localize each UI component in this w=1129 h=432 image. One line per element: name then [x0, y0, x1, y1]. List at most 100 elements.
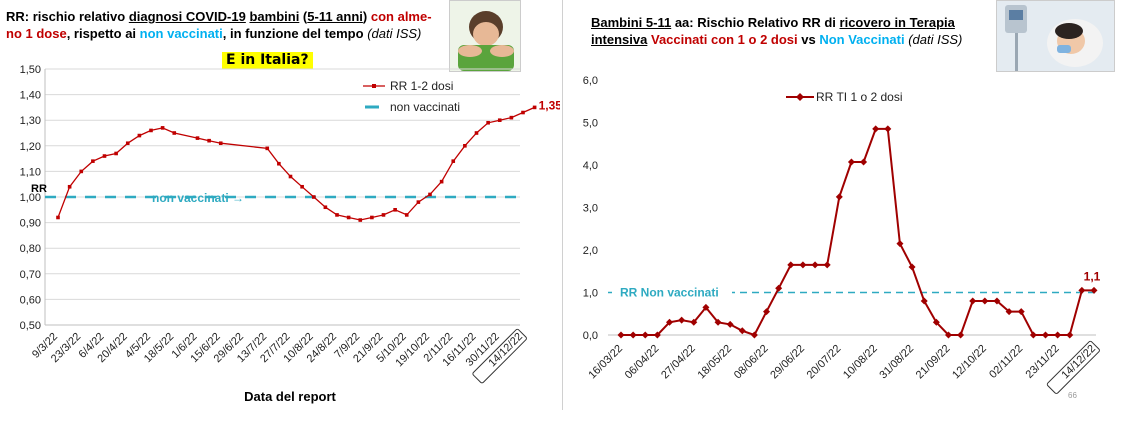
data-point [370, 215, 374, 220]
x-tick-label: 16/03/22 [586, 343, 625, 382]
data-point [114, 151, 118, 156]
data-point [137, 133, 142, 138]
y-tick-label: 0,90 [20, 218, 41, 230]
last-value-label: 1,1 [1084, 269, 1101, 283]
data-point [265, 146, 270, 151]
left-title-part: diagnosi COVID-19 [128, 9, 246, 24]
data-point [311, 195, 316, 199]
data-point [346, 215, 351, 220]
y-tick-label: 0,50 [20, 320, 41, 332]
left-title-part: ( [299, 9, 308, 24]
data-point [1041, 331, 1049, 339]
right-title-part: aa: Rischio Relativo RR di [671, 15, 840, 30]
left-title-part: 5-11 anni [307, 9, 363, 24]
rr-label: RR [31, 183, 47, 195]
y-tick-label: 1,10 [20, 166, 41, 178]
data-point [884, 125, 892, 133]
data-point [1090, 286, 1098, 294]
data-point [486, 120, 490, 125]
reference-label: RR Non vaccinati [620, 286, 719, 300]
reference-label-bg [612, 283, 732, 300]
data-point [617, 331, 625, 339]
legend-series-label: RR TI 1 o 2 dosi [816, 90, 902, 104]
data-point [207, 138, 211, 143]
last-tick-box [472, 328, 527, 384]
data-point [763, 308, 771, 316]
left-chart-title: RR: rischio relativo diagnosi COVID-19 b… [6, 8, 456, 42]
data-point [218, 141, 223, 146]
data-point [629, 331, 637, 339]
data-point [847, 158, 855, 166]
data-point [358, 218, 363, 222]
data-point [149, 128, 153, 133]
x-tick-label: 08/06/22 [732, 343, 771, 382]
data-point [787, 261, 795, 269]
data-point [908, 263, 916, 271]
data-point [172, 131, 177, 135]
data-point [896, 240, 904, 248]
x-tick-label: 20/07/22 [805, 343, 844, 382]
data-point [811, 261, 819, 269]
data-point [969, 297, 977, 305]
right-title-part: Bambini 5-11 [591, 15, 672, 30]
y-tick-label: 5,0 [583, 118, 598, 130]
y-tick-label: 4,0 [583, 160, 598, 172]
data-point [102, 154, 107, 158]
data-point [56, 215, 60, 220]
legend-ref-label: non vaccinati [390, 100, 460, 114]
data-point [738, 327, 746, 335]
left-title-part: non vaccinati [139, 26, 223, 41]
data-point [125, 141, 130, 146]
y-tick-label: 1,40 [20, 90, 41, 102]
series-line [621, 127, 1094, 337]
data-point [702, 303, 710, 311]
data-point [288, 174, 293, 179]
x-tick-label: 06/04/22 [623, 343, 662, 382]
data-point [666, 318, 674, 326]
hospital-photo [996, 0, 1115, 72]
x-tick-label: 02/11/22 [987, 343, 1025, 381]
page-number: 66 [1068, 391, 1077, 400]
reference-label: non vaccinati → [152, 191, 244, 205]
x-tick-label: 12/10/22 [950, 343, 989, 382]
data-point [932, 318, 940, 326]
data-point [323, 205, 328, 210]
y-tick-label: 0,0 [583, 330, 598, 342]
data-point [835, 193, 843, 201]
legend-series-marker [796, 93, 804, 101]
x-tick-label: 29/06/22 [768, 343, 807, 382]
data-point [1066, 331, 1074, 339]
data-point [451, 159, 456, 163]
data-point [439, 179, 444, 184]
left-title-part: (dati ISS) [367, 26, 422, 41]
data-point [428, 192, 432, 197]
right-title-part: (dati ISS) [904, 32, 963, 47]
y-tick-label: 2,0 [583, 245, 598, 257]
y-tick-label: 3,0 [583, 203, 598, 215]
left-title-part: , in funzione del tempo [222, 26, 368, 41]
data-point [416, 200, 421, 204]
data-point [91, 159, 95, 163]
data-point [993, 297, 1001, 305]
y-tick-label: 1,30 [20, 115, 41, 127]
x-tick-label: 18/05/22 [696, 343, 735, 382]
legend-series-marker [372, 84, 376, 88]
data-point [981, 297, 989, 305]
data-point [521, 110, 525, 115]
last-tick-box [1046, 340, 1100, 394]
data-point [823, 261, 831, 269]
y-tick-label: 1,50 [20, 64, 41, 76]
data-point [335, 213, 339, 217]
left-title-part: ) [362, 9, 371, 24]
x-tick-label: 21/09/22 [914, 343, 953, 382]
left-title-part: RR: rischio relativo [6, 9, 129, 24]
data-point [690, 318, 698, 326]
x-tick-label: 31/08/22 [877, 343, 916, 382]
x-tick-label: 10/08/22 [841, 343, 880, 382]
data-point [160, 126, 165, 130]
y-tick-label: 1,00 [20, 192, 41, 204]
left-chart-panel: RR: rischio relativo diagnosi COVID-19 b… [0, 0, 560, 432]
data-point [678, 316, 686, 324]
data-point [67, 184, 72, 189]
y-tick-label: 0,60 [20, 294, 41, 306]
